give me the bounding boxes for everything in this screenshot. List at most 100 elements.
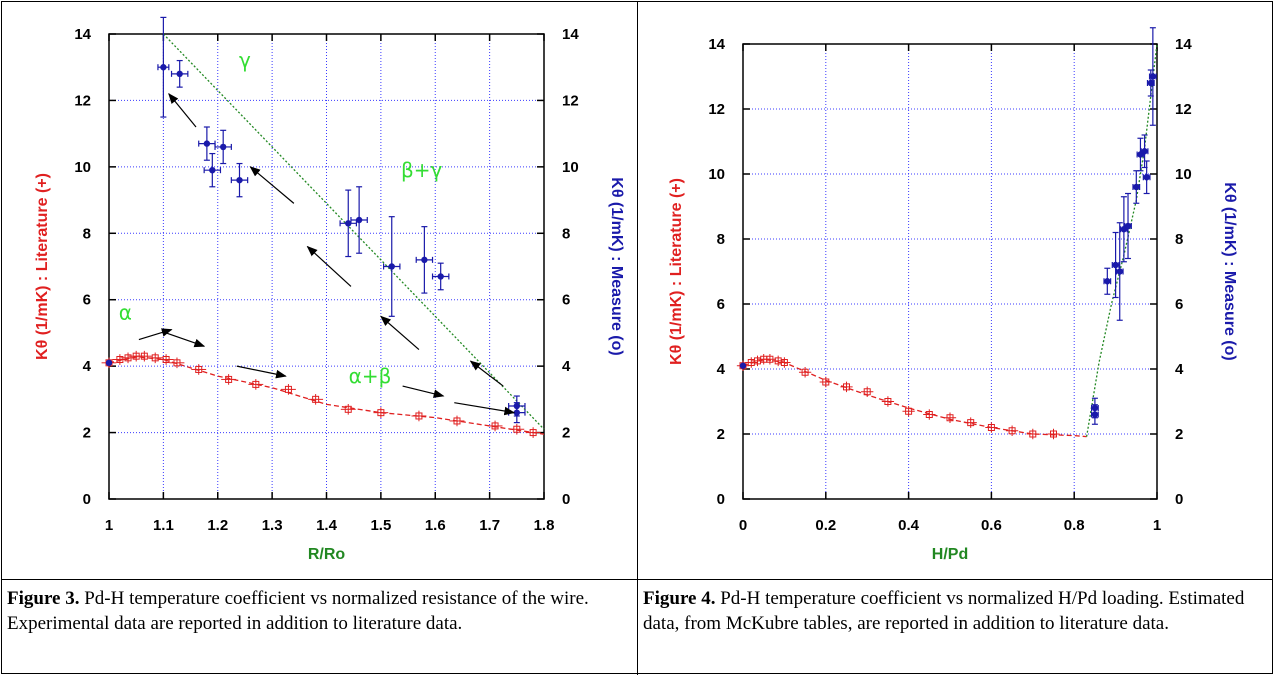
literature-point	[778, 357, 791, 368]
literature-point	[902, 406, 915, 417]
literature-point	[881, 396, 895, 407]
y-tick-label-left: 2	[83, 425, 91, 442]
literature-point	[1005, 425, 1019, 436]
literature-point	[340, 404, 356, 415]
measure-point	[230, 162, 249, 198]
literature-point	[169, 357, 185, 369]
x-tick-label: 0.4	[898, 517, 920, 534]
measure-point	[1090, 404, 1099, 425]
literature-point	[985, 422, 998, 433]
literature-point	[1026, 428, 1039, 440]
y-axis-label-right: Kθ (1/mK) : Measure (o)	[608, 177, 625, 355]
x-tick-label: 0.2	[815, 517, 836, 534]
figure-4-caption: Figure 4. Pd-H temperature coefficient v…	[643, 586, 1263, 636]
x-tick-label: 1.1	[153, 517, 174, 534]
measure-point	[105, 359, 113, 367]
phase-arrow	[168, 92, 197, 128]
x-axis-label: R/Ro	[308, 546, 346, 563]
y-tick-label-right: 2	[1175, 426, 1183, 443]
y-tick-label-left: 10	[74, 159, 91, 176]
literature-point	[487, 420, 503, 432]
figure-3-caption: Figure 3. Pd-H temperature coefficient v…	[7, 586, 627, 636]
literature-point	[373, 407, 389, 418]
phase-arrow	[249, 166, 295, 204]
y-tick-label-left: 4	[717, 361, 726, 378]
literature-point	[751, 355, 764, 367]
measure-point	[1136, 137, 1145, 172]
x-tick-label: 1.3	[262, 517, 283, 534]
y-tick-label-right: 2	[562, 425, 570, 442]
literature-point	[840, 381, 853, 393]
phase-arrow	[469, 360, 504, 387]
measure-point	[198, 126, 216, 161]
measure-point	[1103, 267, 1112, 295]
y-tick-label-right: 10	[1175, 166, 1192, 183]
phase-label: α+β	[349, 364, 392, 388]
measure-point	[415, 226, 434, 294]
plot-frame	[742, 43, 1158, 500]
y-tick-label-left: 6	[83, 292, 91, 309]
y-axis-label-left: Kθ (1/mK) : Literature (+)	[668, 178, 685, 365]
literature-point	[964, 417, 977, 428]
measure-point	[1142, 160, 1151, 195]
y-tick-label-left: 8	[717, 231, 725, 248]
measure-point	[1124, 192, 1132, 260]
literature-point	[411, 410, 427, 422]
y-tick-label-right: 14	[562, 26, 579, 43]
measure-point	[214, 129, 232, 165]
literature-point	[136, 350, 152, 362]
x-tick-label: 1	[105, 517, 113, 534]
y-axis-label-right: Kθ (1/mK) : Measure (o)	[1221, 182, 1238, 360]
measure-point	[431, 262, 450, 291]
phase-arrow	[138, 328, 173, 341]
measure-point	[1148, 27, 1157, 126]
y-tick-label-left: 0	[717, 491, 725, 508]
literature-point	[798, 367, 812, 378]
y-tick-label-right: 8	[1175, 231, 1183, 248]
x-tick-label: 1.4	[316, 517, 338, 534]
y-tick-label-right: 0	[562, 491, 570, 508]
literature-point	[248, 379, 264, 390]
y-axis-label-left: Kθ (1/mK) : Literature (+)	[34, 173, 51, 360]
x-tick-label: 1	[1153, 517, 1161, 534]
caption-divider	[1, 579, 1273, 580]
phase-arrow	[306, 245, 352, 287]
literature-point	[923, 409, 936, 420]
literature-point	[763, 354, 777, 365]
literature-point	[281, 384, 296, 395]
literature-point	[772, 355, 785, 367]
measure-point	[1132, 170, 1141, 204]
measure-point	[203, 152, 222, 188]
x-axis-label: H/Pd	[932, 546, 968, 563]
literature-point	[943, 412, 957, 423]
phase-arrow	[165, 332, 206, 348]
x-tick-label: 0	[739, 517, 747, 534]
y-tick-label-left: 14	[74, 26, 91, 43]
x-tick-label: 1.6	[425, 517, 446, 534]
y-tick-label-right: 4	[1175, 361, 1184, 378]
x-tick-label: 0.8	[1064, 517, 1085, 534]
measure-point	[1115, 222, 1124, 321]
y-tick-label-left: 4	[83, 358, 92, 375]
literature-point	[1047, 428, 1060, 440]
phase-label: γ	[239, 48, 251, 72]
figure-3-chart: 1 1.1 1.2 1.3 1.4 1.5 1.6 1.7 1.8 0 0 2 2 4 4 6 6 8 8 10 10 1…	[34, 16, 625, 563]
literature-point	[221, 374, 237, 385]
y-tick-label-right: 12	[562, 92, 579, 109]
phase-arrow	[402, 385, 445, 398]
literature-point	[147, 352, 163, 364]
panel-divider	[637, 1, 638, 675]
figure-3-caption-text: Pd-H temperature coefficient vs normaliz…	[7, 588, 589, 634]
x-tick-label: 0.6	[981, 517, 1002, 534]
y-tick-label-left: 12	[74, 92, 91, 109]
phase-label: β+γ	[401, 158, 443, 182]
y-tick-label-right: 0	[1175, 491, 1183, 508]
x-tick-label: 1.7	[479, 517, 500, 534]
figure-3-caption-label: Figure 3.	[7, 588, 80, 609]
measure-point	[350, 186, 368, 254]
measure-point	[1111, 231, 1120, 299]
x-tick-label: 1.8	[534, 517, 555, 534]
y-tick-label-right: 6	[562, 292, 570, 309]
phase-arrow	[454, 402, 516, 416]
